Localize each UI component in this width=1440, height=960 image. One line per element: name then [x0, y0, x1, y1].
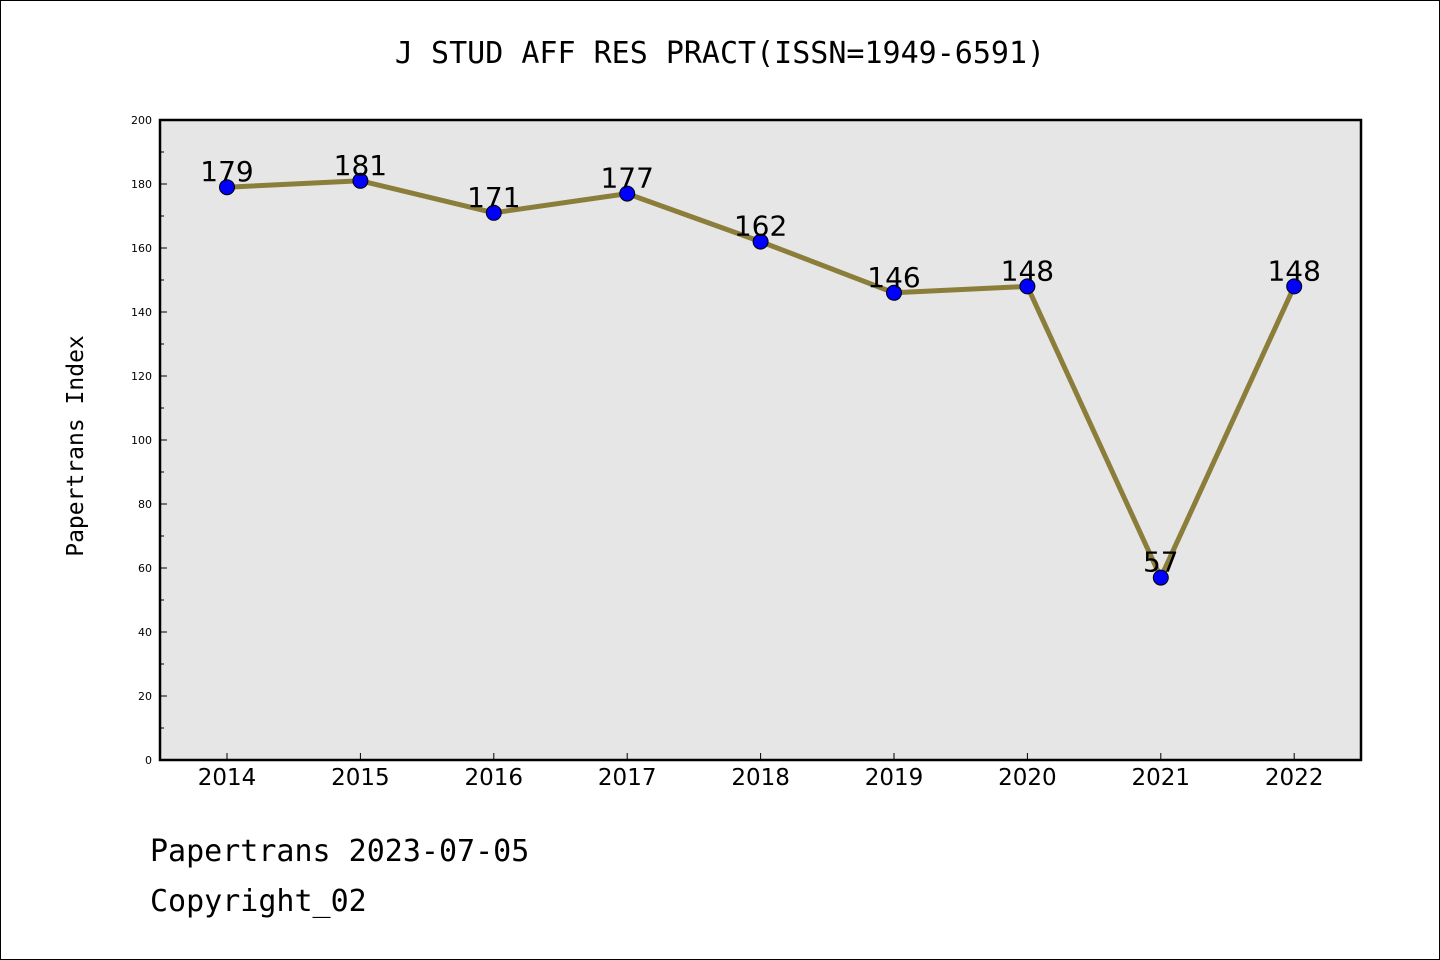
data-point [485, 204, 502, 221]
x-tick-label: 2016 [465, 765, 524, 791]
x-tick-label: 2020 [998, 765, 1057, 791]
y-tick-label: 20 [138, 690, 152, 703]
data-label: 148 [1001, 254, 1054, 287]
data-label: 171 [467, 181, 520, 214]
data-point [752, 233, 769, 250]
y-tick-label: 140 [131, 306, 152, 319]
x-tick-label: 2015 [331, 765, 390, 791]
data-label: 179 [200, 155, 253, 188]
data-label: 177 [600, 162, 653, 195]
data-point [1286, 278, 1303, 295]
data-label: 148 [1267, 254, 1320, 287]
data-point [619, 185, 636, 202]
data-label: 181 [334, 149, 387, 182]
y-tick-label: 120 [131, 370, 152, 383]
y-tick-label: 80 [138, 498, 152, 511]
data-point [1152, 569, 1169, 586]
x-tick-label: 2018 [731, 765, 790, 791]
footer-copyright: Copyright_02 [150, 884, 367, 919]
y-tick-label: 40 [138, 626, 152, 639]
x-tick-label: 2017 [598, 765, 657, 791]
chart-title: J STUD AFF RES PRACT(ISSN=1949-6591) [394, 36, 1046, 71]
data-point [219, 179, 235, 196]
y-tick-label: 180 [131, 178, 152, 191]
data-label: 146 [867, 261, 920, 294]
x-tick-label: 2021 [1132, 765, 1191, 791]
y-tick-label: 100 [131, 434, 152, 447]
x-tick-label: 2022 [1265, 765, 1324, 791]
x-tick-label: 2014 [198, 765, 257, 791]
y-tick-label: 60 [138, 562, 152, 575]
plot-frame [158, 118, 1363, 762]
data-label: 57 [1143, 546, 1179, 579]
y-tick-label: 160 [131, 242, 152, 255]
x-tick-label: 2019 [865, 765, 924, 791]
y-tick-label: 0 [145, 754, 152, 767]
plot-area [160, 120, 1361, 760]
data-point [1019, 278, 1036, 295]
data-point [886, 284, 902, 301]
y-tick-label: 200 [131, 114, 152, 127]
footer-date: Papertrans 2023-07-05 [150, 834, 530, 869]
data-label: 162 [734, 210, 787, 243]
data-point [352, 172, 369, 189]
